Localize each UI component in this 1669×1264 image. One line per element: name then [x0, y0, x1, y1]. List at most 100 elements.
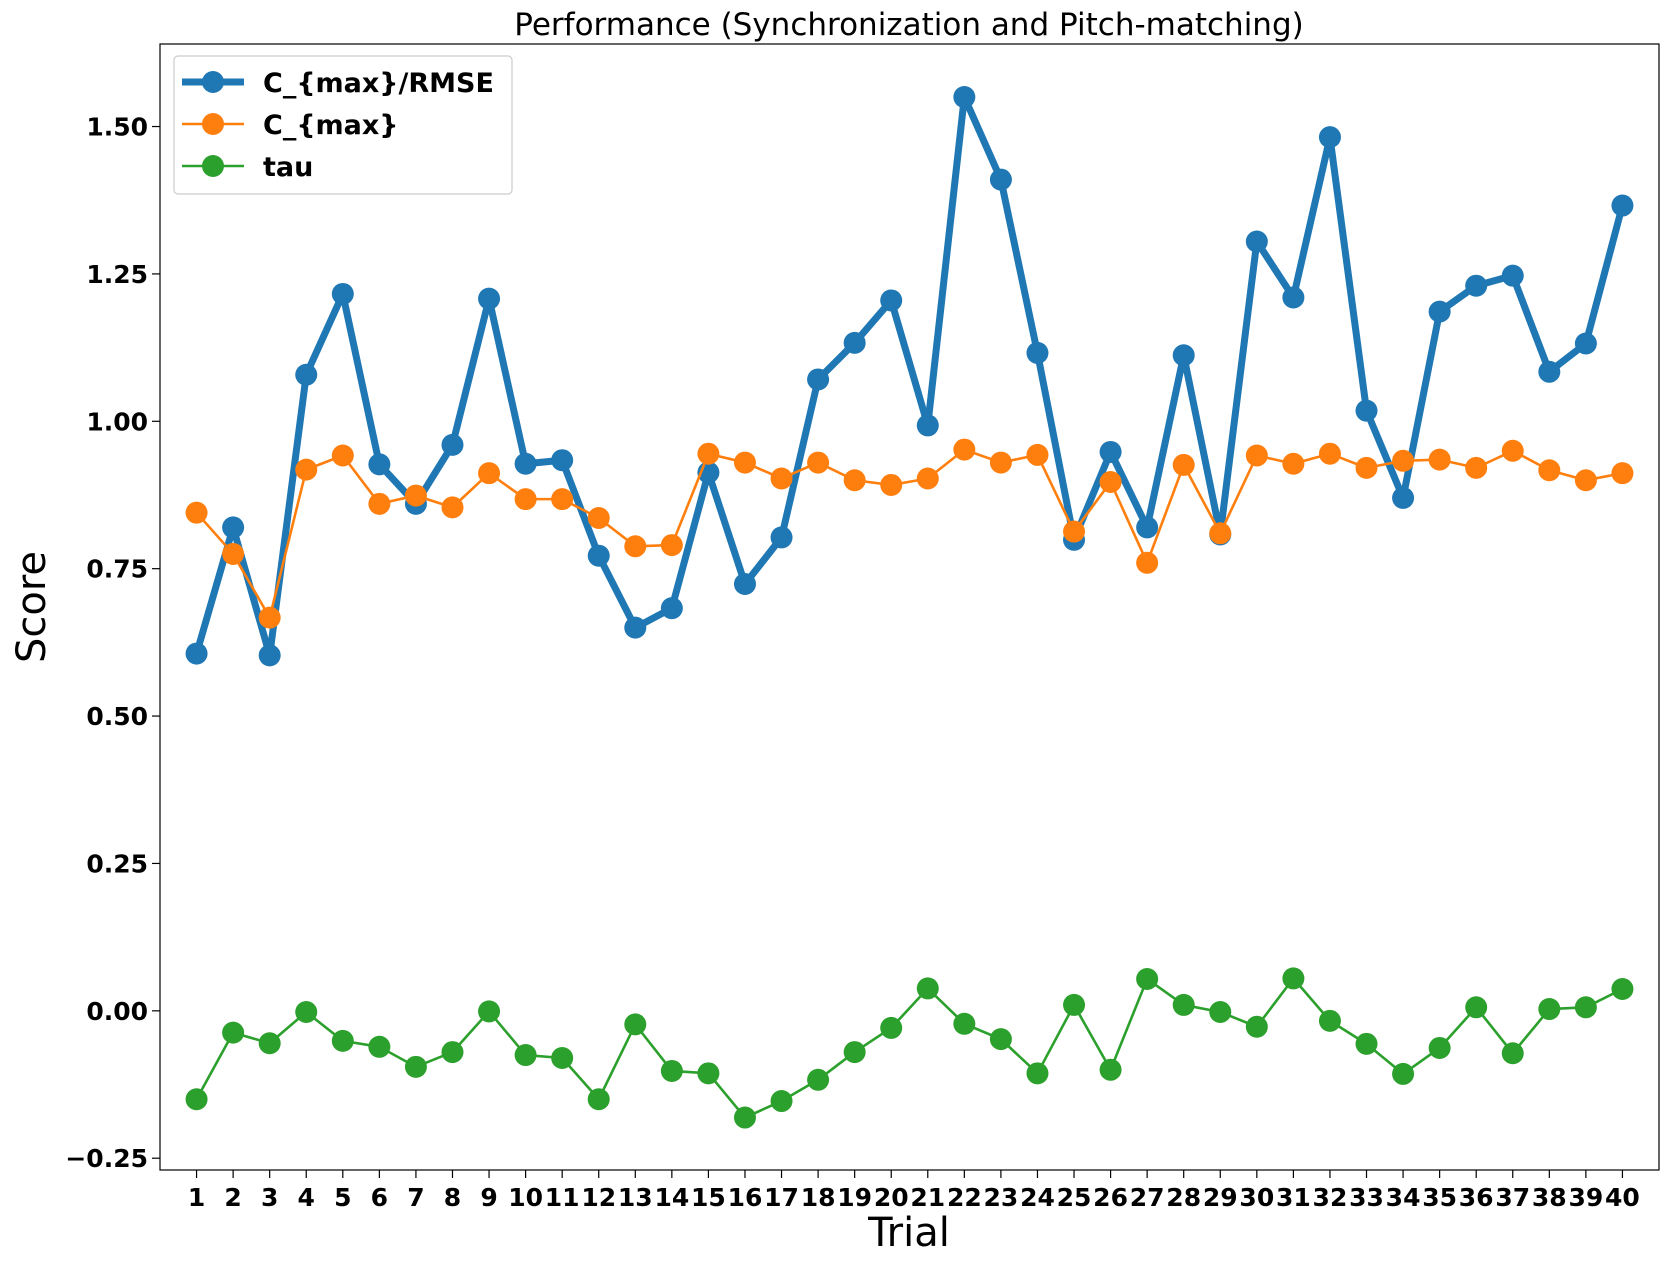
data-point	[1428, 300, 1451, 323]
data-point	[222, 516, 245, 539]
data-point	[368, 1035, 391, 1058]
data-point	[404, 1055, 427, 1078]
data-point	[1538, 360, 1561, 383]
y-tick-label: 0.25	[86, 849, 148, 878]
data-point	[1355, 399, 1378, 422]
x-tick-label: 36	[1459, 1183, 1494, 1212]
x-tick-label: 11	[545, 1183, 580, 1212]
legend-marker	[202, 113, 224, 135]
data-point	[843, 1041, 866, 1064]
x-tick-label: 26	[1093, 1183, 1128, 1212]
data-point	[624, 1013, 647, 1036]
data-point	[807, 368, 830, 391]
x-tick-label: 8	[444, 1183, 461, 1212]
data-point	[660, 597, 683, 620]
data-point	[295, 363, 318, 386]
data-point	[1318, 126, 1341, 149]
x-tick-label: 37	[1495, 1183, 1530, 1212]
data-point	[880, 1016, 903, 1039]
data-point	[1136, 551, 1159, 574]
data-point	[1611, 194, 1634, 217]
data-point	[916, 467, 939, 490]
data-point	[222, 542, 245, 565]
data-point	[185, 501, 208, 524]
data-point	[587, 506, 610, 529]
x-tick-label: 27	[1130, 1183, 1165, 1212]
data-point	[1099, 1058, 1122, 1081]
data-point	[1209, 1001, 1232, 1024]
data-point	[1209, 522, 1232, 545]
x-tick-label: 5	[334, 1183, 351, 1212]
data-point	[587, 1088, 610, 1111]
legend: C_{max}/RMSE C_{max}tau	[173, 55, 513, 195]
data-point	[843, 331, 866, 354]
x-tick-label: 34	[1386, 1183, 1421, 1212]
x-tick-label: 13	[618, 1183, 653, 1212]
data-point	[1063, 520, 1086, 543]
x-tick-label: 19	[837, 1183, 872, 1212]
x-tick-label: 12	[581, 1183, 616, 1212]
legend-label: tau	[263, 152, 313, 183]
data-point	[368, 453, 391, 476]
x-tick-label: 29	[1203, 1183, 1238, 1212]
data-point	[916, 977, 939, 1000]
y-tick-label: 1.50	[86, 113, 148, 142]
data-point	[1501, 1042, 1524, 1065]
data-point	[1172, 453, 1195, 476]
data-point	[222, 1021, 245, 1044]
x-tick-label: 14	[654, 1183, 689, 1212]
data-point	[1538, 459, 1561, 482]
data-point	[1574, 469, 1597, 492]
x-tick-label: 24	[1020, 1183, 1055, 1212]
data-point	[1099, 440, 1122, 463]
plot-frame	[159, 43, 1660, 1171]
x-tick-label: 16	[728, 1183, 763, 1212]
data-point	[1355, 456, 1378, 479]
x-tick-label: 6	[371, 1183, 388, 1212]
x-axis-ticks: 1 2 3 4 5 6 7 8 9 10 11 12 13 14 15 16 17 18 19 20 21 22 23 24 2…	[188, 1170, 1640, 1212]
data-point	[514, 1044, 537, 1067]
data-point	[404, 484, 427, 507]
data-point	[441, 496, 464, 519]
x-tick-label: 1	[188, 1183, 205, 1212]
legend-marker	[202, 155, 224, 177]
data-point	[295, 1001, 318, 1024]
y-axis-label: Score	[9, 551, 55, 663]
data-point	[807, 1068, 830, 1091]
data-point	[441, 433, 464, 456]
data-point	[697, 1062, 720, 1085]
data-point	[1245, 444, 1268, 467]
x-tick-label: 21	[910, 1183, 945, 1212]
data-point	[1611, 462, 1634, 485]
y-tick-label: 1.25	[86, 260, 148, 289]
data-point	[624, 616, 647, 639]
legend-item: C_{max}	[182, 110, 399, 141]
data-point	[185, 642, 208, 665]
data-point	[1245, 230, 1268, 253]
data-point	[1136, 516, 1159, 539]
series-2	[185, 967, 1634, 1129]
series-line	[195, 977, 1624, 1119]
data-point	[733, 573, 756, 596]
data-point	[953, 438, 976, 461]
legend-item: C_{max}/RMSE	[182, 68, 494, 99]
data-point	[551, 1046, 574, 1069]
x-tick-label: 30	[1239, 1183, 1274, 1212]
data-point	[1392, 1062, 1415, 1085]
data-point	[1501, 264, 1524, 287]
data-point	[368, 492, 391, 515]
data-point	[1574, 332, 1597, 355]
data-point	[1282, 452, 1305, 475]
x-tick-label: 39	[1568, 1183, 1603, 1212]
data-point	[514, 488, 537, 511]
data-point	[1428, 1036, 1451, 1059]
data-point	[770, 526, 793, 549]
y-tick-label: 0.75	[86, 555, 148, 584]
data-point	[660, 534, 683, 557]
data-point	[1172, 993, 1195, 1016]
data-point	[587, 544, 610, 567]
y-tick-label: −0.25	[65, 1144, 148, 1173]
x-tick-label: 10	[508, 1183, 543, 1212]
x-tick-label: 17	[764, 1183, 799, 1212]
legend-label: C_{max}	[263, 110, 399, 141]
